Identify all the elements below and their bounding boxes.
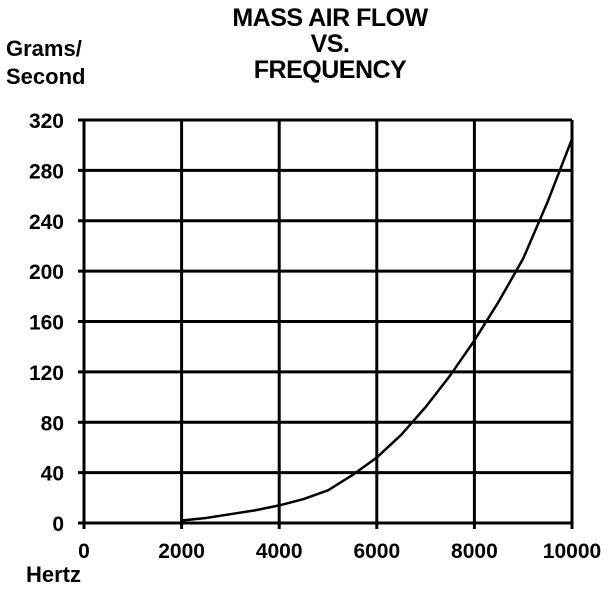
data-point xyxy=(229,513,232,515)
y-tick-label: 280 xyxy=(29,160,64,183)
chart-title-line-3: FREQUENCY xyxy=(253,56,407,84)
y-tick-label: 160 xyxy=(29,312,64,335)
data-point xyxy=(449,374,451,377)
data-point xyxy=(376,456,378,459)
y-tick-label: 120 xyxy=(29,362,64,385)
y-tick-label: 0 xyxy=(52,513,64,536)
data-point xyxy=(522,257,524,260)
chart-title-line-2: VS. xyxy=(310,30,350,58)
data-point xyxy=(327,489,329,492)
data-point xyxy=(400,434,403,436)
x-tick-label: 6000 xyxy=(353,540,400,563)
y-tick-label: 320 xyxy=(29,110,64,133)
data-point xyxy=(473,339,476,342)
data-point xyxy=(278,504,281,507)
x-tick-label: 4000 xyxy=(256,540,303,563)
y-axis-label-line-2: Second xyxy=(6,64,86,89)
x-tick-label: 2000 xyxy=(158,540,205,563)
data-point xyxy=(498,300,500,303)
y-tick-label: 40 xyxy=(41,463,64,486)
y-tick-label: 200 xyxy=(29,261,64,284)
chart-title-line-1: MASS AIR FLOW xyxy=(232,4,428,32)
data-point xyxy=(571,138,573,140)
data-point xyxy=(424,406,427,408)
x-tick-label: 8000 xyxy=(451,540,498,563)
y-tick-label: 80 xyxy=(41,412,64,435)
data-point xyxy=(351,474,354,476)
data-point xyxy=(180,519,183,522)
y-axis-label-line-1: Grams/ xyxy=(6,36,82,61)
data-point xyxy=(302,498,305,500)
data-point xyxy=(205,517,207,519)
data-point xyxy=(254,509,256,512)
data-point xyxy=(546,201,549,203)
x-tick-label: 0 xyxy=(78,540,90,563)
y-tick-label: 240 xyxy=(29,211,64,234)
x-axis-label: Hertz xyxy=(26,562,82,587)
x-tick-label: 10000 xyxy=(543,540,601,563)
